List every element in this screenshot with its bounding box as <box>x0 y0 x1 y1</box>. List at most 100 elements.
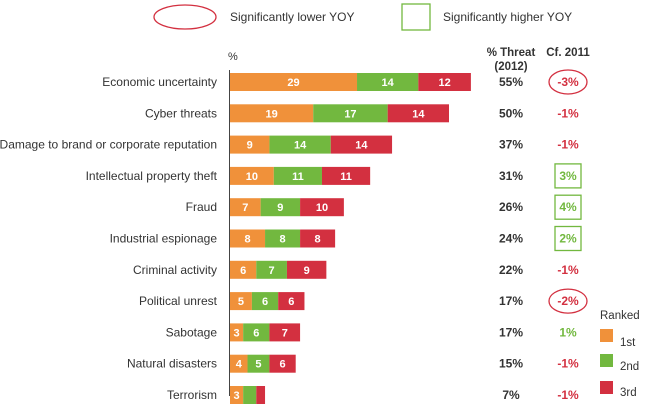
cf-2011-value: -1% <box>557 263 579 277</box>
bar-segment-2nd <box>243 323 270 342</box>
significantly-higher-marker <box>554 163 582 189</box>
bar-segment-label: 14 <box>355 140 368 152</box>
bar-segment-2nd <box>269 135 331 154</box>
bar-segment-3rd <box>256 386 266 404</box>
bar-segment-3rd <box>387 104 449 123</box>
bar-segment-label: 12 <box>438 77 450 89</box>
bar-segment-label: 3 <box>234 327 240 339</box>
bar-segment-label: 8 <box>279 234 285 246</box>
bar-segment-3rd <box>286 260 327 279</box>
bar-segment-label: 6 <box>240 265 246 277</box>
bar-segment-3rd <box>269 354 296 373</box>
bar-segment-label: 11 <box>340 171 352 183</box>
bar-segment-label: 7 <box>282 327 288 339</box>
category-label: Cyber threats <box>145 106 217 120</box>
bar-segment-3rd <box>278 292 305 311</box>
category-label: Damage to brand or corporate reputation <box>0 138 217 152</box>
bar-segment-1st <box>230 292 252 311</box>
bar-segment-1st <box>230 323 244 342</box>
bar-segment-1st <box>230 135 270 154</box>
category-label: Natural disasters <box>127 357 217 371</box>
cf-2011-value: -1% <box>557 357 579 371</box>
bar-segment-2nd <box>256 260 287 279</box>
bar-segment-3rd <box>418 73 471 91</box>
bar-segment-label: 14 <box>412 108 425 120</box>
bar-segment-2nd <box>243 386 257 404</box>
bar-segment-label: 17 <box>344 108 356 120</box>
ranked-legend-swatch-2nd <box>600 354 613 367</box>
category-label: Terrorism <box>167 388 217 402</box>
bar-segment-1st <box>230 229 266 248</box>
bar-segment-label: 14 <box>294 140 307 152</box>
cf-2011-value: -1% <box>557 106 579 120</box>
bar-segment-3rd <box>269 323 301 342</box>
chart-row: Sabotage 3 6 7 17% 1% <box>166 323 577 342</box>
bar-segment-label: 10 <box>246 171 258 183</box>
bar-segment-label: 4 <box>236 359 243 371</box>
bar-segment-1st <box>230 73 358 91</box>
category-label: Political unrest <box>139 294 218 308</box>
bar-segment-label: 9 <box>277 202 283 214</box>
category-label: Fraud <box>186 200 217 214</box>
threat-2012-value: 15% <box>499 357 523 371</box>
chart-legend: Significantly lower YOY Significantly hi… <box>153 3 572 31</box>
bar-segment-2nd <box>313 104 388 123</box>
chart-row: Cyber threats 19 17 14 50% -1% <box>145 104 579 123</box>
category-label: Industrial espionage <box>110 232 218 246</box>
threat-2012-value: 55% <box>499 75 523 89</box>
chart-row: Economic uncertainty 29 14 12 55% -3% <box>102 69 588 95</box>
cf-2011-value: 1% <box>559 325 577 339</box>
bar-segment-label: 19 <box>265 108 277 120</box>
cf-2011-value: 4% <box>559 200 577 214</box>
bar-segment-1st <box>230 386 244 404</box>
ranked-legend-label-3rd: 3rd <box>620 387 637 399</box>
bar-segment-label: 11 <box>292 171 304 183</box>
category-label: Intellectual property theft <box>86 169 218 183</box>
bar-segment-2nd <box>265 229 301 248</box>
ranked-legend-title: Ranked <box>600 310 640 322</box>
legend-higher-label: Significantly higher YOY <box>443 10 572 24</box>
threat-2012-value: 22% <box>499 263 523 277</box>
ranked-legend-label-1st: 1st <box>620 337 636 349</box>
bar-segment-label: 29 <box>287 77 299 89</box>
cf-2011-value: -2% <box>557 294 579 308</box>
threat-2012-value: 26% <box>499 200 523 214</box>
bar-segment-1st <box>230 198 261 217</box>
ranked-legend: Ranked 1st 2nd 3rd <box>600 310 640 399</box>
bar-segment-label: 6 <box>253 327 259 339</box>
bar-segment-3rd <box>321 166 371 185</box>
category-label: Criminal activity <box>133 263 217 277</box>
significantly-higher-marker <box>554 225 582 252</box>
bar-segment-3rd <box>300 198 344 217</box>
bar-segment-label: 9 <box>304 265 310 277</box>
bar-segment-label: 7 <box>269 265 275 277</box>
bar-segment-label: 8 <box>315 234 321 246</box>
bar-segment-label: 14 <box>382 77 395 89</box>
bar-segment-2nd <box>260 198 301 217</box>
bar-segment-label: 5 <box>255 359 261 371</box>
bar-segment-label: 9 <box>247 140 253 152</box>
bar-segment-1st <box>230 104 314 123</box>
ranked-legend-swatch-3rd <box>600 381 613 394</box>
bar-segment-1st <box>230 354 248 373</box>
threat-2012-value: 17% <box>499 325 523 339</box>
significantly-lower-marker <box>548 69 588 95</box>
bar-segment-2nd <box>357 73 419 91</box>
chart-row: Natural disasters 4 5 6 15% -1% <box>127 354 579 373</box>
category-label: Sabotage <box>166 325 218 339</box>
chart-row: Fraud 7 9 10 26% 4% <box>186 194 582 220</box>
category-label: Economic uncertainty <box>102 75 217 89</box>
legend-lower-marker <box>153 4 217 30</box>
bar-segment-2nd <box>247 354 270 373</box>
significantly-lower-marker <box>548 288 588 314</box>
chart-row: Damage to brand or corporate reputation 9… <box>0 135 579 154</box>
threat-column-header-line1: % Threat <box>487 47 536 59</box>
threat-2012-value: 24% <box>499 232 523 246</box>
legend-higher-marker <box>401 3 431 31</box>
bar-segment-label: 6 <box>288 296 294 308</box>
threat-2012-value: 31% <box>499 169 523 183</box>
cf-2011-value: 3% <box>559 169 577 183</box>
threat-2012-value: 37% <box>499 138 523 152</box>
cf-2011-value: 2% <box>559 232 577 246</box>
